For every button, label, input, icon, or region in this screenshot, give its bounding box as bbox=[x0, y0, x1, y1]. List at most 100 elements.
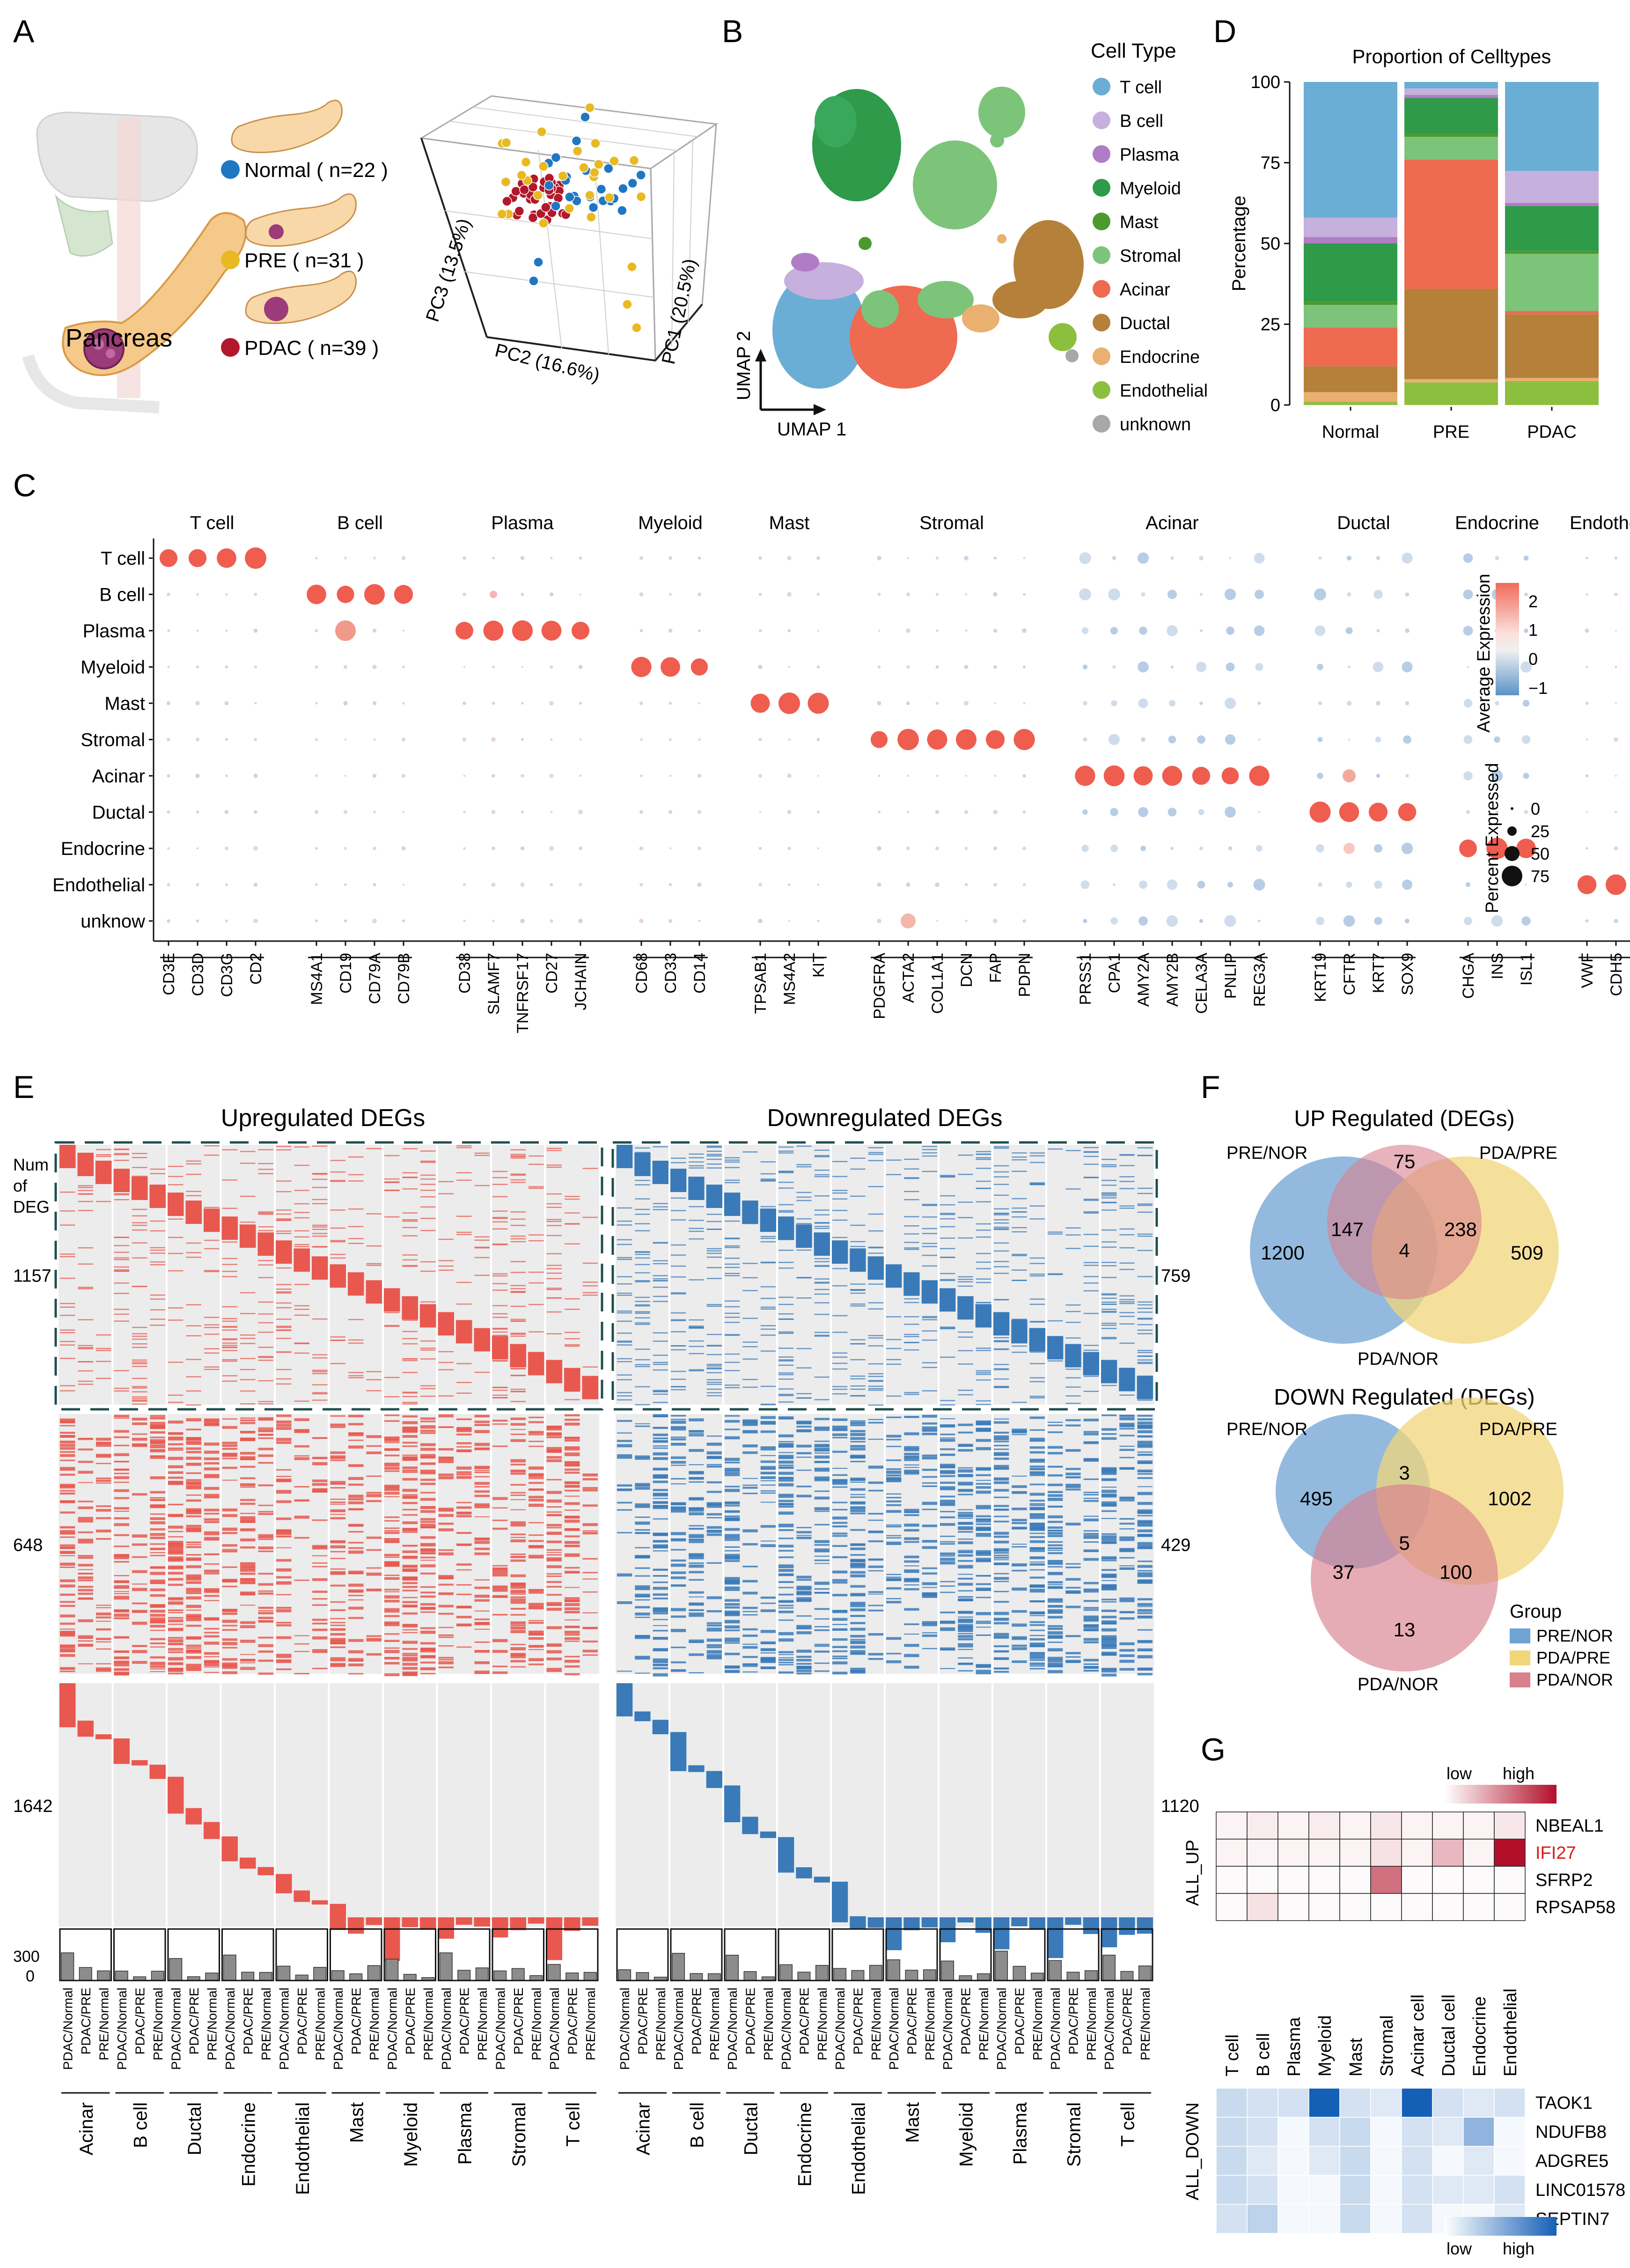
deg-line bbox=[796, 1587, 812, 1591]
deg-line bbox=[868, 1283, 883, 1285]
dot-mark bbox=[906, 701, 910, 705]
deg-line bbox=[312, 1203, 328, 1204]
deg-group-label: Myeloid bbox=[401, 2102, 421, 2167]
deg-line bbox=[60, 1562, 75, 1566]
deg-line bbox=[1029, 1335, 1045, 1336]
deg-bar-group-frame bbox=[221, 1928, 274, 1981]
deg-line bbox=[168, 1184, 184, 1186]
deg-line bbox=[778, 1181, 794, 1183]
deg-line bbox=[976, 1515, 991, 1517]
deg-line bbox=[922, 1632, 937, 1634]
deg-line bbox=[222, 1208, 237, 1209]
deg-stair-cell bbox=[95, 1734, 112, 1739]
deg-line bbox=[78, 1640, 93, 1642]
deg-line bbox=[976, 1253, 991, 1254]
deg-line bbox=[222, 1625, 237, 1627]
dot-mark bbox=[1402, 552, 1413, 564]
deg-line bbox=[742, 1635, 758, 1637]
dot-gene-label: REG3A bbox=[1251, 953, 1269, 1007]
deg-line bbox=[222, 1179, 237, 1181]
deg-line bbox=[976, 1268, 991, 1269]
deg-line bbox=[994, 1222, 1009, 1224]
deg-line bbox=[886, 1524, 902, 1525]
deg-line bbox=[922, 1319, 937, 1320]
deg-line bbox=[653, 1664, 668, 1666]
deg-line bbox=[1101, 1325, 1117, 1326]
deg-line bbox=[940, 1328, 955, 1330]
deg-line bbox=[778, 1480, 794, 1482]
deg-line bbox=[402, 1566, 418, 1568]
deg-line bbox=[868, 1558, 883, 1560]
deg-count-bar bbox=[115, 1970, 128, 1981]
deg-line bbox=[976, 1157, 991, 1158]
deg-line bbox=[258, 1427, 273, 1429]
deg-line bbox=[330, 1657, 345, 1660]
deg-line bbox=[725, 1534, 740, 1537]
deg-line bbox=[366, 1653, 382, 1656]
deg-line bbox=[204, 1569, 220, 1573]
deg-diag-cell bbox=[113, 1169, 130, 1192]
deg-line bbox=[240, 1538, 256, 1542]
deg-line bbox=[796, 1297, 812, 1299]
deg-line bbox=[671, 1661, 686, 1664]
dot-mark bbox=[1577, 875, 1597, 894]
deg-comparison-label: PDAC/PRE bbox=[565, 1988, 580, 2054]
deg-line bbox=[689, 1562, 704, 1564]
deg-line bbox=[940, 1581, 955, 1583]
deg-line bbox=[706, 1562, 722, 1564]
deg-line bbox=[653, 1206, 668, 1208]
dot-gene-label: ACTA2 bbox=[900, 953, 918, 1003]
deg-line bbox=[850, 1652, 866, 1654]
deg-line bbox=[742, 1566, 758, 1568]
deg-line bbox=[832, 1657, 848, 1659]
deg-line bbox=[348, 1570, 364, 1573]
deg-line bbox=[706, 1154, 722, 1155]
d-y-tick-label: 50 bbox=[1261, 234, 1280, 254]
deg-line bbox=[510, 1318, 526, 1320]
dot-mark bbox=[549, 773, 554, 778]
deg-line bbox=[546, 1594, 562, 1596]
deg-diag-cell bbox=[993, 1312, 1010, 1336]
deg-line bbox=[529, 1475, 544, 1478]
deg-line bbox=[868, 1489, 883, 1492]
dot-mark bbox=[253, 773, 258, 778]
deg-line bbox=[940, 1213, 955, 1214]
deg-stair-cell bbox=[402, 1917, 418, 1928]
deg-line bbox=[1101, 1494, 1117, 1496]
deg-line bbox=[366, 1589, 382, 1590]
deg-line bbox=[492, 1273, 508, 1274]
deg-line bbox=[186, 1441, 201, 1443]
deg-line bbox=[258, 1169, 273, 1170]
deg-line bbox=[474, 1236, 490, 1237]
deg-line bbox=[258, 1606, 273, 1609]
deg-line bbox=[725, 1161, 740, 1163]
deg-line bbox=[204, 1627, 220, 1630]
deg-line bbox=[760, 1657, 776, 1659]
dot-mark bbox=[254, 665, 257, 669]
deg-diag-cell bbox=[1047, 1336, 1064, 1360]
deg-line bbox=[582, 1572, 598, 1574]
dot-mark bbox=[521, 810, 524, 814]
dot-mark bbox=[935, 882, 940, 887]
deg-line bbox=[565, 1384, 580, 1385]
deg-line bbox=[258, 1672, 273, 1675]
umap-axes-arrows bbox=[755, 349, 826, 415]
deg-line bbox=[850, 1566, 866, 1568]
deg-line bbox=[186, 1447, 201, 1450]
deg-line bbox=[78, 1531, 93, 1533]
deg-line bbox=[1029, 1275, 1045, 1277]
dot-mark bbox=[1346, 555, 1352, 561]
deg-line bbox=[546, 1436, 562, 1438]
deg-line bbox=[796, 1579, 812, 1581]
deg-line bbox=[922, 1293, 937, 1294]
deg-count-bar bbox=[529, 1975, 543, 1981]
deg-line bbox=[958, 1620, 973, 1623]
deg-line bbox=[1119, 1548, 1135, 1551]
deg-line bbox=[742, 1529, 758, 1532]
deg-line bbox=[546, 1559, 562, 1561]
deg-line bbox=[384, 1621, 400, 1624]
deg-line bbox=[653, 1362, 668, 1363]
deg-line bbox=[456, 1616, 472, 1619]
deg-line bbox=[778, 1267, 794, 1269]
deg-line bbox=[1137, 1629, 1153, 1631]
